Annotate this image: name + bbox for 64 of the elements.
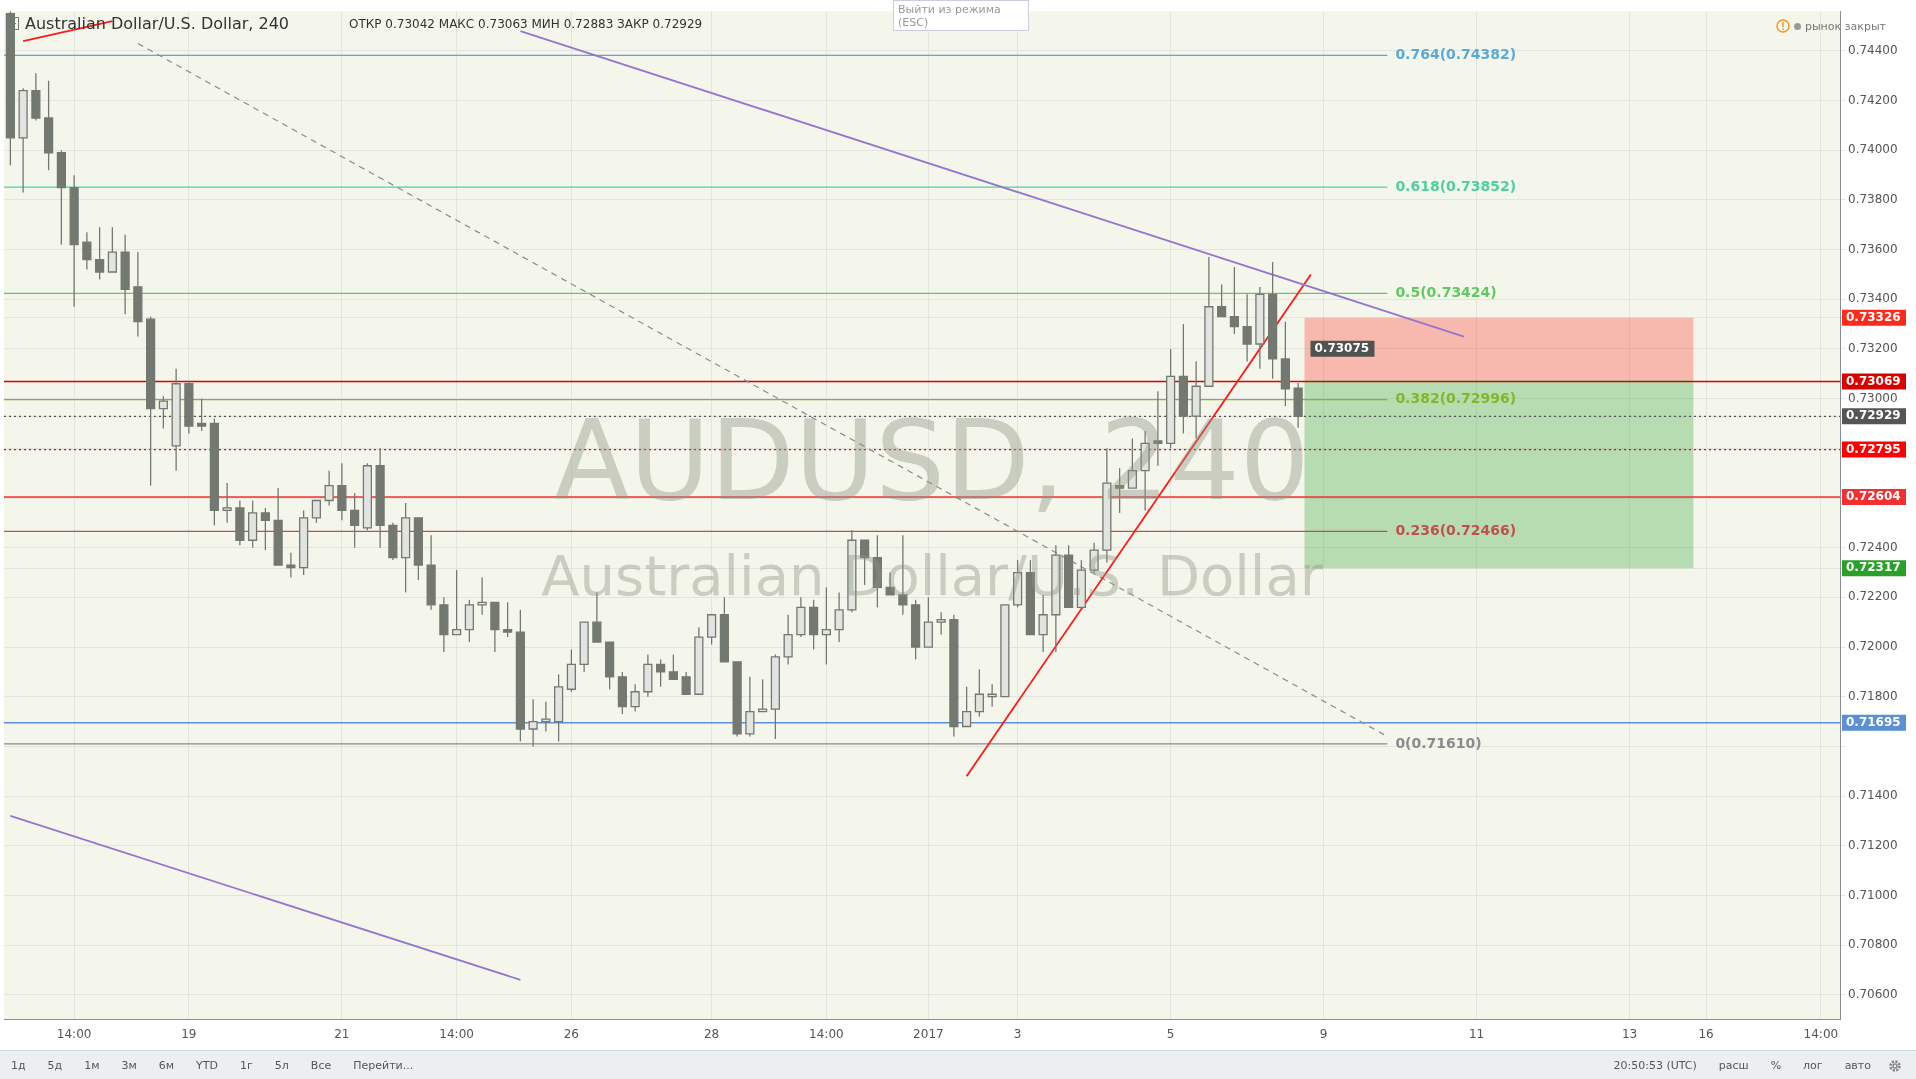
y-tick-label: 0.70600: [1848, 986, 1898, 1001]
y-tick-label: 0.71695: [1846, 714, 1901, 729]
chart-title: Australian Dollar/U.S. Dollar, 240: [25, 14, 289, 33]
text: 5д: [47, 1059, 63, 1072]
y-tick-label: 0.73326: [1846, 309, 1901, 324]
x-tick-label: 14:00: [439, 1026, 474, 1041]
text: 1г: [240, 1059, 253, 1072]
ref-line-label: 0.764(0.74382): [1395, 46, 1517, 63]
y-tick-label: 0.73800: [1848, 192, 1898, 207]
y-tick-label: 0.72000: [1848, 639, 1898, 654]
y-tick-label: 0.73600: [1848, 241, 1898, 256]
ref-line-label: 0.382(0.72996): [1395, 390, 1517, 407]
band-label: 0.73075: [1314, 340, 1370, 355]
y-tick-label: 0.72400: [1848, 539, 1898, 554]
x-tick-label: 26: [563, 1026, 580, 1041]
y-tick-label: 0.74200: [1848, 92, 1898, 107]
text: 1д: [11, 1059, 26, 1072]
text: %: [1770, 1059, 1782, 1072]
text: авто: [1844, 1059, 1871, 1072]
x-tick-label: 13: [1621, 1026, 1638, 1041]
y-tick-label: 0.71800: [1848, 688, 1898, 703]
y-tick-label: 0.72200: [1848, 589, 1898, 604]
ref-line-label: 0.236(0.72466): [1395, 521, 1517, 538]
text: лог: [1803, 1059, 1823, 1072]
text: Все: [310, 1059, 332, 1072]
x-tick-label: 2017: [913, 1026, 944, 1041]
x-tick-label: 5: [1166, 1026, 1175, 1041]
text: YTD: [196, 1059, 219, 1072]
y-tick-label: 0.73200: [1848, 341, 1898, 356]
y-tick-label: 0.74000: [1848, 142, 1898, 157]
x-tick-label: 14:00: [809, 1026, 844, 1041]
ref-line-label: 0.618(0.73852): [1395, 177, 1517, 194]
x-tick-label: 9: [1319, 1026, 1328, 1041]
x-tick-label: 16: [1698, 1026, 1714, 1041]
text: ОТКР 0.73042 МАКС 0.73063 МИН 0.72883 ЗАКР 0.72929: [349, 16, 703, 31]
y-tick-label: 0.73000: [1848, 390, 1898, 405]
y-tick-label: 0.71200: [1848, 837, 1898, 852]
text: расш: [1718, 1059, 1749, 1072]
text: 6м: [158, 1059, 175, 1072]
text: 5л: [274, 1059, 289, 1072]
x-tick-label: 28: [703, 1026, 720, 1041]
y-tick-label: 0.70800: [1848, 937, 1898, 952]
y-tick-label: 0.72604: [1846, 489, 1901, 504]
ref-line-label: 0(0.71610): [1395, 734, 1482, 751]
x-tick-label: 3: [1013, 1026, 1022, 1041]
y-tick-label: 0.73069: [1846, 373, 1901, 388]
y-tick-label: 0.73400: [1848, 291, 1898, 306]
x-tick-label: 19: [181, 1026, 197, 1041]
x-tick-label: 14:00: [56, 1026, 92, 1041]
x-tick-label: 21: [334, 1026, 350, 1041]
x-tick-label: 11: [1468, 1026, 1485, 1041]
y-tick-label: 0.71400: [1848, 788, 1898, 803]
text: 1м: [84, 1059, 100, 1072]
text: Перейти...: [353, 1059, 414, 1072]
y-tick-label: 0.71000: [1848, 887, 1898, 902]
y-tick-label: 0.74400: [1848, 43, 1898, 58]
y-tick-label: 0.72929: [1846, 408, 1901, 423]
annotation: Выйти из режима (ESC): [893, 0, 1029, 31]
ref-line-label: 0.5(0.73424): [1395, 283, 1497, 300]
text: 20:50:53 (UTC): [1613, 1059, 1697, 1072]
y-tick-label: 0.72795: [1846, 441, 1901, 456]
x-tick-label: 14:00: [1803, 1026, 1839, 1041]
y-tick-label: 0.72317: [1846, 560, 1901, 575]
text: 3м: [121, 1059, 137, 1072]
